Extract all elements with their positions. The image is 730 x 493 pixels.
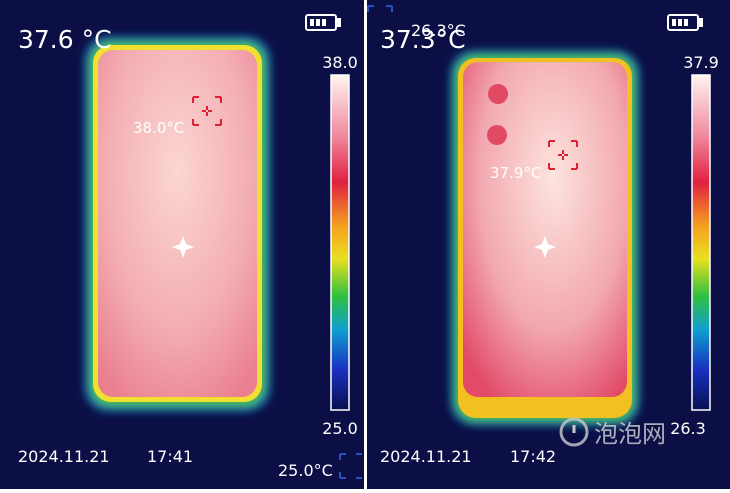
camera-spot [488,84,508,104]
watermark-logo [559,417,589,447]
min-spot: 25.0°C [278,461,333,480]
scale-min: 26.3 [670,419,706,438]
battery-icon [305,14,703,31]
camera-spot [487,125,507,145]
max-spot: 38.0°C [133,119,184,137]
scale-max: 38.0 [322,53,358,72]
corner-marker [339,5,393,479]
center-marker [172,236,556,258]
scale-min: 25.0 [322,419,358,438]
time: 17:42 [510,447,556,466]
battery-level [310,19,688,26]
center-temp: 37.6 °C [18,25,112,54]
time: 17:41 [147,447,193,466]
scale-max: 37.9 [683,53,719,72]
watermark: 泡泡网 [594,420,666,448]
center-temp: 37.3°C [380,25,466,54]
divider [364,0,367,489]
date: 2024.11.21 [18,447,110,466]
phone-thermal [86,38,269,410]
color-scale [330,74,350,411]
max-marker [192,96,578,170]
color-scale [691,74,711,411]
max-spot: 37.9°C [490,164,541,182]
date: 2024.11.21 [380,447,472,466]
min-spot: 26.3°C [411,21,466,40]
